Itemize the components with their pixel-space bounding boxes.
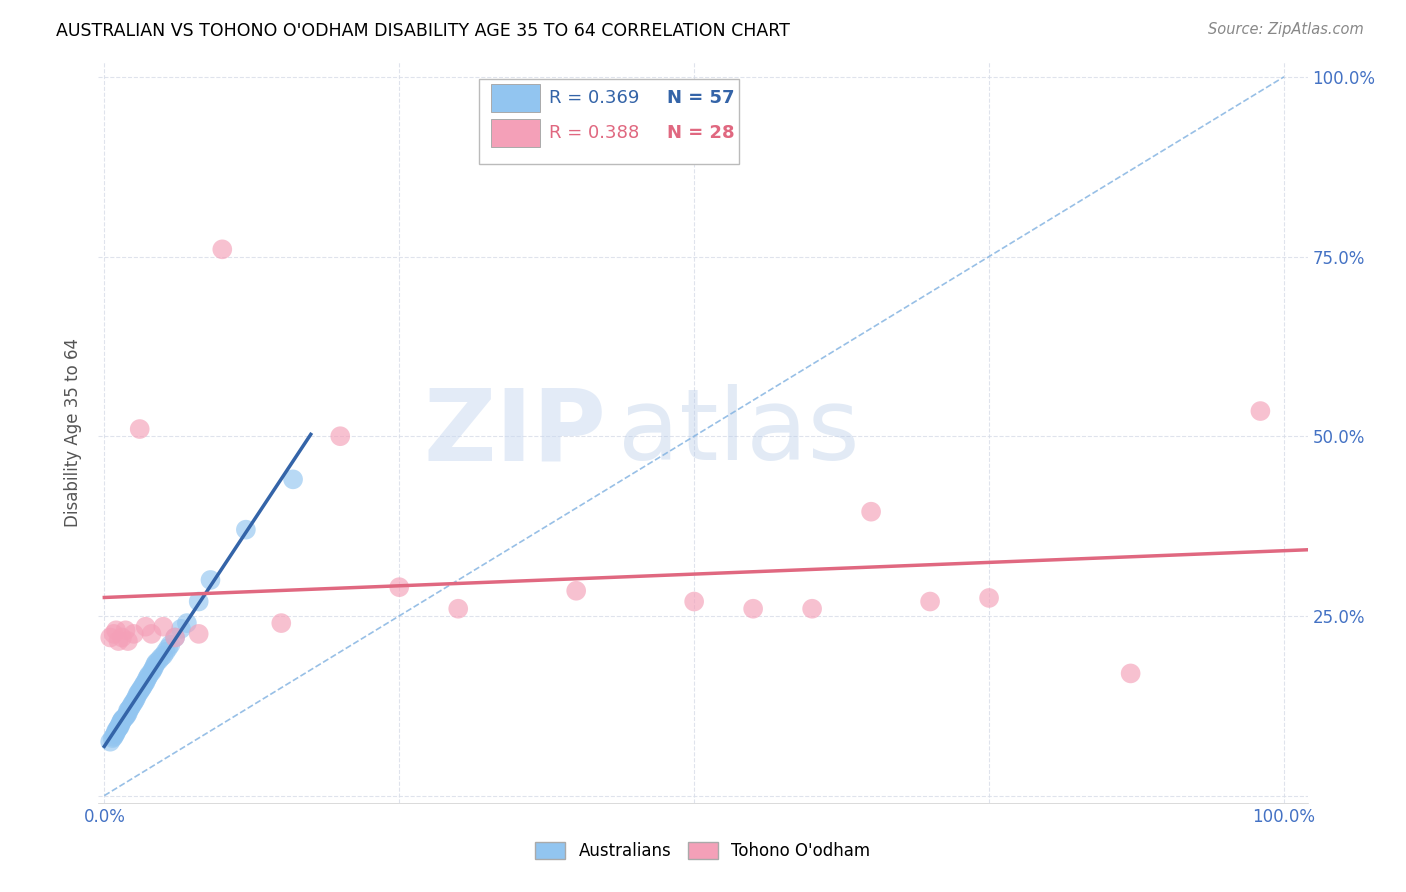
- Point: [117, 704, 139, 718]
- Point: [152, 620, 174, 634]
- Point: [329, 429, 352, 443]
- Point: [136, 670, 159, 684]
- Point: [134, 676, 156, 690]
- Point: [103, 730, 125, 744]
- Point: [108, 718, 131, 732]
- Point: [200, 573, 222, 587]
- Point: [149, 650, 172, 665]
- Point: [270, 616, 292, 631]
- Point: [141, 627, 163, 641]
- Point: [152, 648, 174, 663]
- Legend: Australians, Tohono O'odham: Australians, Tohono O'odham: [527, 834, 879, 869]
- Point: [101, 731, 124, 745]
- Point: [117, 706, 139, 720]
- Point: [860, 505, 883, 519]
- Point: [122, 695, 145, 709]
- Point: [122, 627, 145, 641]
- Text: N = 57: N = 57: [666, 89, 734, 107]
- Point: [187, 627, 209, 641]
- Point: [138, 668, 160, 682]
- Point: [447, 601, 470, 615]
- Point: [105, 725, 128, 739]
- Point: [111, 713, 134, 727]
- Point: [107, 720, 129, 734]
- Point: [143, 657, 166, 672]
- Point: [211, 243, 233, 257]
- Point: [1249, 404, 1271, 418]
- Point: [131, 681, 153, 695]
- Point: [128, 422, 150, 436]
- Point: [105, 723, 128, 737]
- Point: [124, 693, 146, 707]
- Point: [127, 688, 149, 702]
- Point: [135, 672, 157, 686]
- Point: [98, 631, 121, 645]
- Point: [120, 701, 142, 715]
- Point: [118, 702, 141, 716]
- Point: [742, 601, 765, 615]
- Point: [105, 723, 128, 738]
- Point: [110, 715, 132, 730]
- Point: [104, 727, 127, 741]
- Point: [121, 697, 143, 711]
- Point: [142, 663, 165, 677]
- Point: [157, 641, 180, 656]
- Point: [129, 682, 152, 697]
- Point: [145, 656, 167, 670]
- Point: [281, 472, 304, 486]
- Point: [120, 698, 142, 713]
- Point: [111, 631, 134, 645]
- Point: [108, 720, 131, 734]
- Point: [977, 591, 1000, 605]
- Text: Source: ZipAtlas.com: Source: ZipAtlas.com: [1208, 22, 1364, 37]
- Point: [155, 645, 177, 659]
- Point: [165, 631, 187, 645]
- Point: [135, 675, 157, 690]
- Point: [110, 716, 132, 731]
- Point: [187, 594, 209, 608]
- Text: atlas: atlas: [619, 384, 860, 481]
- Point: [920, 594, 942, 608]
- Point: [112, 712, 135, 726]
- Text: AUSTRALIAN VS TOHONO O'ODHAM DISABILITY AGE 35 TO 64 CORRELATION CHART: AUSTRALIAN VS TOHONO O'ODHAM DISABILITY …: [56, 22, 790, 40]
- Point: [105, 624, 128, 638]
- Point: [111, 714, 134, 728]
- Point: [148, 653, 170, 667]
- Text: R = 0.369: R = 0.369: [550, 89, 640, 107]
- Point: [565, 583, 588, 598]
- Point: [235, 523, 257, 537]
- Point: [115, 708, 138, 723]
- Point: [132, 679, 155, 693]
- Point: [117, 634, 139, 648]
- Point: [114, 709, 136, 723]
- Text: ZIP: ZIP: [423, 384, 606, 481]
- Point: [165, 631, 187, 645]
- Point: [159, 638, 181, 652]
- Point: [114, 624, 136, 638]
- FancyBboxPatch shape: [479, 78, 740, 164]
- Point: [107, 721, 129, 735]
- Point: [107, 634, 129, 648]
- Point: [141, 665, 163, 679]
- Point: [683, 594, 706, 608]
- Text: N = 28: N = 28: [666, 124, 734, 142]
- Point: [388, 580, 411, 594]
- Point: [125, 690, 148, 705]
- Y-axis label: Disability Age 35 to 64: Disability Age 35 to 64: [65, 338, 83, 527]
- Point: [135, 620, 157, 634]
- Point: [170, 622, 193, 636]
- Point: [128, 684, 150, 698]
- Point: [1119, 666, 1142, 681]
- Text: R = 0.388: R = 0.388: [550, 124, 640, 142]
- Point: [801, 601, 824, 615]
- Point: [103, 627, 125, 641]
- FancyBboxPatch shape: [492, 119, 540, 147]
- Point: [142, 661, 165, 675]
- Point: [112, 711, 135, 725]
- FancyBboxPatch shape: [492, 84, 540, 112]
- Point: [176, 616, 198, 631]
- Point: [98, 735, 121, 749]
- Point: [128, 686, 150, 700]
